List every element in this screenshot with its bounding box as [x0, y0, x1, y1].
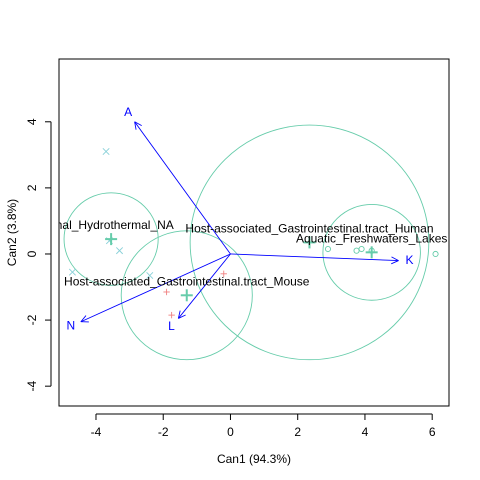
vector-arrow: [230, 253, 399, 265]
group-centroid: [105, 233, 118, 246]
x-tick-label: -4: [91, 425, 102, 439]
group-label: Host-associated_Gastrointestinal.tract_H…: [185, 221, 433, 235]
group-circle: [322, 203, 421, 301]
group-centroid: [180, 289, 193, 302]
vector-arrow: [80, 253, 231, 323]
vector-label: N: [66, 318, 75, 332]
x-tick-label: -2: [158, 425, 169, 439]
group-centroid: [303, 236, 316, 249]
data-point: [324, 245, 332, 253]
data-point: [358, 245, 365, 253]
data-point: [68, 268, 76, 276]
data-point: [353, 247, 360, 254]
vector-label: L: [168, 319, 175, 333]
group-label: rmal_Hydrothermal_NA: [48, 218, 173, 232]
vector-arrow: [177, 253, 231, 319]
vector-label: A: [124, 105, 132, 119]
y-tick-label: 4: [25, 118, 39, 125]
y-tick-label: 0: [25, 250, 39, 257]
data-point: [102, 148, 110, 156]
group-label: Host-associated_Gastrointestinal.tract_M…: [64, 274, 310, 288]
data-point: [163, 288, 170, 296]
x-axis-title: Can1 (94.3%): [217, 452, 291, 466]
y-axis-title: Can2 (3.8%): [5, 199, 19, 266]
y-tick-label: 2: [25, 184, 39, 191]
x-tick-label: 2: [294, 425, 301, 439]
vector-label: K: [406, 253, 414, 267]
data-point: [146, 271, 154, 279]
data-point: [220, 270, 227, 278]
data-point: [432, 250, 439, 258]
data-point: [168, 311, 175, 319]
y-tick-label: -4: [25, 381, 39, 392]
group-circle: [120, 230, 253, 361]
x-tick-label: 6: [429, 425, 436, 439]
group-centroid: [365, 246, 378, 259]
x-tick-label: 4: [362, 425, 369, 439]
group-circle: [189, 124, 430, 361]
plot-frame: [58, 58, 450, 407]
y-tick-label: -2: [25, 314, 39, 325]
data-point: [115, 247, 124, 255]
group-circle: [63, 192, 159, 286]
x-tick-label: 0: [227, 425, 234, 439]
group-label: Aquatic_Freshwaters_Lakes: [296, 231, 447, 245]
vector-arrow: [134, 121, 231, 255]
